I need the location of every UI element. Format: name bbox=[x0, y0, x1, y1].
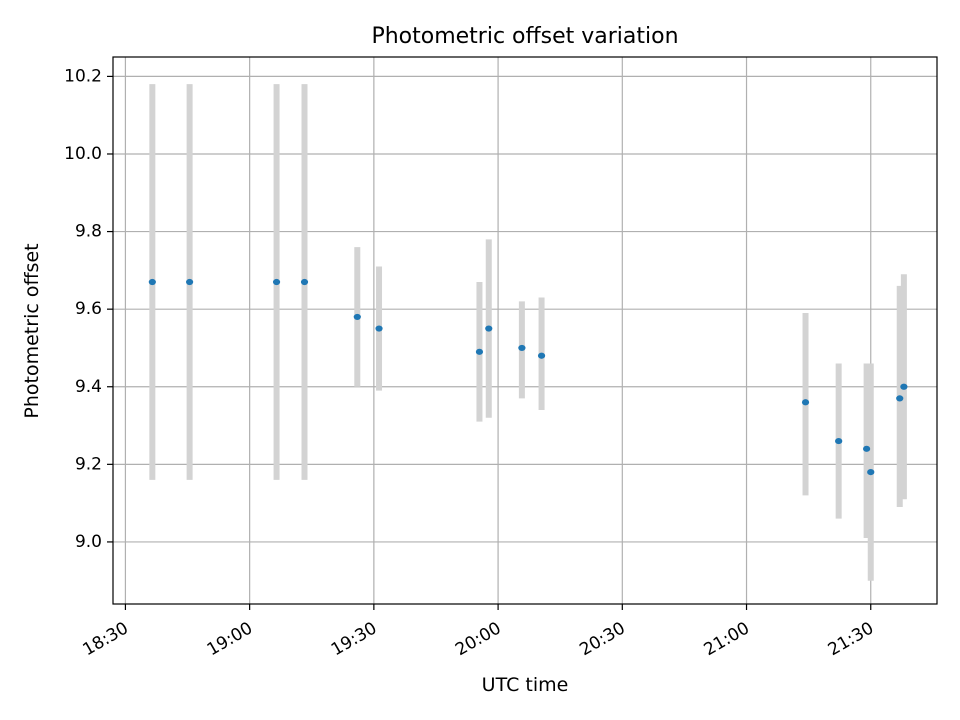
data-point bbox=[537, 352, 546, 359]
x-tick-label: 19:00 bbox=[204, 618, 256, 660]
data-point bbox=[485, 325, 493, 332]
x-tick-label: 20:00 bbox=[452, 618, 504, 660]
data-point bbox=[801, 399, 810, 406]
data-point bbox=[518, 344, 526, 352]
y-tick-label: 10.0 bbox=[64, 144, 102, 164]
data-point bbox=[353, 313, 361, 321]
data-point bbox=[186, 278, 194, 286]
y-tick-label: 9.6 bbox=[75, 299, 102, 319]
data-point bbox=[896, 395, 904, 402]
data-point bbox=[900, 383, 908, 390]
error-bars bbox=[149, 84, 907, 581]
data-point bbox=[148, 278, 156, 286]
plot-frame bbox=[112, 56, 938, 605]
y-tick-label: 9.2 bbox=[75, 454, 102, 474]
chart-title: Photometric offset variation bbox=[371, 24, 678, 49]
y-tick-label: 10.2 bbox=[64, 66, 102, 86]
y-tick-label: 9.0 bbox=[75, 532, 102, 552]
x-tick-label: 18:30 bbox=[79, 618, 131, 660]
y-axis-label: Photometric offset bbox=[21, 243, 43, 418]
grid bbox=[113, 57, 937, 604]
x-tick-label: 19:30 bbox=[328, 618, 380, 660]
data-point bbox=[300, 278, 309, 286]
data-point bbox=[272, 278, 281, 286]
y-tick-label: 9.4 bbox=[75, 377, 102, 397]
data-point bbox=[835, 437, 843, 445]
axis-ticks: 18:30 19:00 19:30 20:00 20:30 21:00 21:30 9.0 9.… bbox=[64, 66, 877, 660]
x-tick-label: 20:30 bbox=[576, 618, 628, 660]
data-point bbox=[867, 468, 875, 476]
x-axis-label: UTC time bbox=[482, 674, 569, 696]
data-point bbox=[375, 325, 383, 332]
y-tick-label: 9.8 bbox=[75, 222, 102, 242]
data-points bbox=[148, 278, 908, 476]
x-tick-label: 21:00 bbox=[701, 618, 753, 660]
data-point bbox=[475, 348, 484, 355]
data-point bbox=[863, 445, 871, 452]
x-tick-label: 21:30 bbox=[825, 618, 877, 660]
